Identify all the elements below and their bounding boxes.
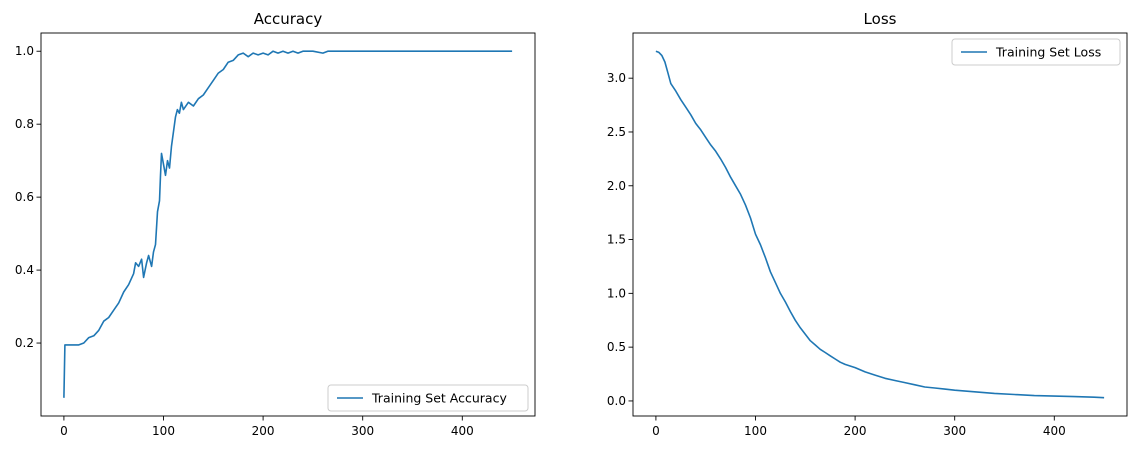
y-tick-label: 0.6 [15,190,34,204]
series-line [655,50,1105,399]
y-tick-label: 1.5 [607,233,626,247]
y-tick-label: 0.5 [607,340,626,354]
y-tick-label: 3.0 [607,71,626,85]
x-tick-label: 300 [351,424,374,438]
legend-box [951,38,1121,66]
accuracy-chart: Accuracy 0 100 200 300 400 0.2 0.4 0.6 0.8 1.0 Tra… [15,10,536,438]
legend-box [327,384,529,412]
y-tick-label: 2.5 [607,125,626,139]
x-tick-label: 100 [744,424,767,438]
y-tick-label: 0.0 [607,394,626,408]
x-tick-label: 100 [152,424,175,438]
chart-title: Loss [864,10,897,28]
y-tick-label: 0.2 [15,336,34,350]
legend-label: Training Set Loss [995,45,1101,60]
x-tick-label: 300 [943,424,966,438]
y-tick-label: 2.0 [607,179,626,193]
x-tick-label: 400 [1043,424,1066,438]
legend: Training Set Accuracy [327,384,529,412]
y-tick-label: 1.0 [607,286,626,300]
y-tick-label: 0.4 [15,263,34,277]
y-tick-label: 0.8 [15,117,34,131]
y-tick-label: 1.0 [15,44,34,58]
x-tick-label: 200 [252,424,275,438]
x-tick-label: 0 [652,424,660,438]
chart-title: Accuracy [254,10,323,28]
legend: Training Set Loss [951,38,1121,66]
x-tick-label: 200 [844,424,867,438]
plot-frame [632,32,1128,417]
x-tick-label: 0 [60,424,68,438]
legend-label: Training Set Accuracy [371,391,507,406]
plot-frame [40,32,536,417]
loss-chart: Loss 0 100 200 300 400 0.0 0.5 1.0 1.5 2.0 2.5 3.0 T… [607,10,1128,438]
x-tick-label: 400 [451,424,474,438]
series-line [63,50,513,398]
